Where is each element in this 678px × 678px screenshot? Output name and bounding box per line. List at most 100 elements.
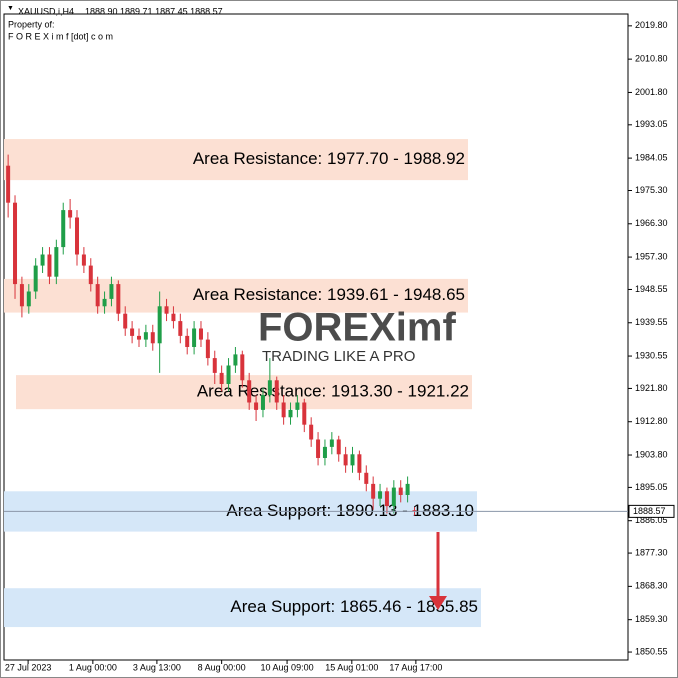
- y-tick-label: 1921.80: [635, 383, 668, 393]
- candle-body: [19, 284, 24, 307]
- candle-body: [364, 472, 369, 484]
- candle-body: [226, 365, 231, 384]
- x-tick-label: 8 Aug 00:00: [198, 662, 246, 672]
- candle-body: [61, 210, 66, 248]
- y-tick-label: 1850.55: [635, 646, 668, 656]
- candle-body: [68, 210, 73, 218]
- candle-body: [336, 439, 341, 455]
- zone-label: Area Resistance: 1977.70 - 1988.92: [193, 149, 465, 168]
- zone: [16, 375, 472, 410]
- candle-body: [54, 247, 59, 277]
- y-tick-label: 1939.55: [635, 317, 668, 327]
- candle-body: [109, 284, 114, 299]
- candle-body: [316, 439, 321, 458]
- candle-body: [178, 321, 183, 336]
- candle-body: [219, 372, 224, 384]
- y-tick-label: 1957.30: [635, 251, 668, 261]
- candle-body: [267, 380, 272, 396]
- candle-body: [357, 454, 362, 473]
- candle-body: [371, 483, 376, 499]
- y-tick-label: 1975.30: [635, 185, 668, 195]
- zone-label: Area Support: 1865.46 - 1855.85: [230, 597, 478, 616]
- zone-label: Area Resistance: 1913.30 - 1921.22: [197, 382, 469, 401]
- candles: [6, 154, 417, 516]
- candle-body: [130, 328, 135, 336]
- candle-body: [240, 354, 245, 381]
- candle-body: [116, 284, 121, 314]
- candle-body: [405, 483, 410, 495]
- candle-body: [205, 339, 210, 359]
- candle-body: [260, 395, 265, 410]
- candle-body: [143, 332, 148, 340]
- candle-body: [198, 328, 203, 340]
- y-tick-label: 2010.80: [635, 54, 668, 64]
- candle-body: [33, 265, 38, 292]
- candle-body: [136, 335, 141, 340]
- candle-body: [164, 306, 169, 314]
- zone-label: Area Resistance: 1939.61 - 1948.65: [193, 285, 465, 304]
- axes: 2019.80 2010.80 2001.80 1993.05 1984.05 1975.…: [4, 20, 675, 672]
- candle-body: [329, 439, 334, 447]
- ohlc: 1888.90 1889.71 1887.45 1888.57: [85, 6, 223, 16]
- candle-body: [95, 284, 100, 307]
- candle-body: [384, 491, 389, 507]
- x-tick-label: 3 Aug 13:00: [133, 662, 181, 672]
- candle-body: [150, 332, 155, 344]
- zone: [4, 278, 468, 313]
- candle-body: [350, 454, 355, 466]
- y-tick-label: 1895.05: [635, 482, 668, 492]
- y-tick-label: 1886.05: [635, 515, 668, 525]
- candle-body: [274, 380, 279, 403]
- zone: [4, 588, 481, 628]
- y-tick-label: 1948.55: [635, 284, 668, 294]
- y-tick-label: 2001.80: [635, 87, 668, 97]
- y-tick-label: 1930.55: [635, 350, 668, 360]
- candle-body: [398, 487, 403, 495]
- x-tick-label: 17 Aug 17:00: [389, 662, 442, 672]
- watermark-slogan: TRADING LIKE A PRO: [262, 348, 415, 365]
- candle-body: [322, 446, 327, 458]
- candle-body: [309, 424, 314, 440]
- x-tick-label: 15 Aug 01:00: [325, 662, 378, 672]
- candle-body: [288, 409, 293, 418]
- y-tick-label: 2019.80: [635, 20, 668, 30]
- x-tick-label: 27 Jul 2023: [5, 662, 52, 672]
- candle-body: [295, 402, 300, 410]
- candle-body: [343, 454, 348, 466]
- candle-body: [88, 265, 93, 285]
- candle-body: [281, 402, 286, 418]
- y-tick-label: 1859.30: [635, 614, 668, 624]
- candle-body: [391, 487, 396, 507]
- y-tick-label: 1877.30: [635, 547, 668, 557]
- y-tick-label: 1966.30: [635, 218, 668, 228]
- price-box: [628, 504, 675, 518]
- candle-body: [75, 217, 80, 255]
- price-label: 1888.57: [633, 506, 666, 516]
- plot-border: [3, 13, 629, 661]
- x-tick-label: 1 Aug 00:00: [69, 662, 117, 672]
- menu-arrow: ▼: [7, 5, 14, 12]
- candle-body: [192, 328, 197, 347]
- candle-body: [6, 165, 11, 203]
- y-tick-label: 1903.80: [635, 449, 668, 459]
- y-tick-label: 1912.80: [635, 416, 668, 426]
- candle-body: [157, 306, 162, 344]
- zones: Area Resistance: 1977.70 - 1988.92 Area R…: [4, 139, 481, 628]
- arrow-head: [429, 596, 447, 610]
- y-tick-label: 1984.05: [635, 152, 668, 162]
- candle-body: [26, 291, 31, 307]
- candle-body: [40, 254, 45, 266]
- candle-body: [378, 491, 383, 499]
- candle-body: [81, 254, 86, 266]
- zone: [4, 139, 468, 181]
- y-tick-label: 1993.05: [635, 119, 668, 129]
- candle-body: [412, 510, 417, 512]
- owner: Property of:: [8, 19, 55, 29]
- candle-body: [212, 358, 217, 373]
- candle-body: [302, 402, 307, 425]
- watermark-brand: FOREXimf: [258, 306, 456, 350]
- candle-body: [102, 298, 107, 307]
- candle-body: [171, 313, 176, 322]
- x-tick-label: 10 Aug 09:00: [261, 662, 314, 672]
